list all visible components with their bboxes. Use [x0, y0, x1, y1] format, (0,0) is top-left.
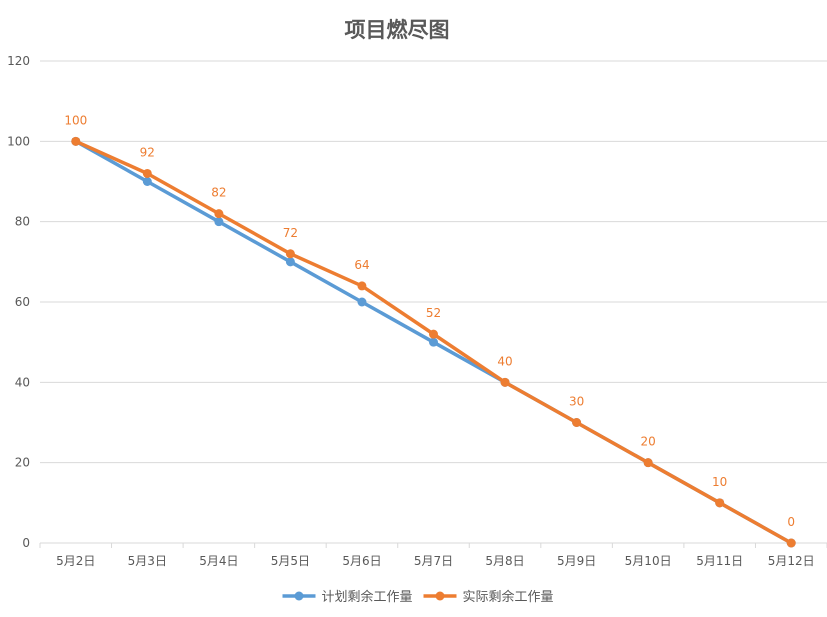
data-label: 100 [64, 113, 87, 127]
x-tick-label: 5月10日 [625, 554, 672, 568]
data-point [643, 458, 653, 468]
legend-item-2: 实际剩余工作量 [423, 589, 554, 605]
data-point [142, 168, 152, 178]
gridlines [40, 60, 827, 544]
x-tick-label: 5月8日 [485, 554, 524, 568]
x-tick-label: 5月4日 [199, 554, 238, 568]
data-label: 0 [787, 515, 795, 529]
data-point [786, 538, 796, 548]
legend-swatch-marker [435, 591, 445, 601]
series-2 [71, 136, 796, 548]
legend-label: 实际剩余工作量 [463, 589, 554, 605]
data-point [285, 249, 295, 259]
legend-label: 计划剩余工作量 [322, 589, 413, 605]
data-point [500, 377, 510, 387]
data-point [214, 217, 224, 227]
data-point [429, 337, 438, 347]
data-label: 64 [354, 258, 369, 272]
series-layer [71, 136, 796, 548]
data-label: 72 [283, 226, 298, 240]
x-tick-label: 5月11日 [696, 554, 743, 568]
data-point [715, 498, 725, 508]
data-label: 20 [640, 435, 655, 449]
data-point [142, 177, 152, 186]
x-tick-label: 5月3日 [128, 554, 167, 568]
legend: 计划剩余工作量 实际剩余工作量 [282, 589, 554, 605]
y-tick-label: 80 [15, 215, 30, 229]
legend-swatch-marker [294, 591, 304, 601]
x-tick-label: 5月6日 [342, 554, 381, 568]
x-tick-label: 5月7日 [414, 554, 453, 568]
y-tick-label: 0 [22, 536, 30, 550]
data-point [71, 136, 81, 146]
y-tick-label: 40 [15, 375, 30, 389]
x-tick-label: 5月12日 [768, 554, 815, 568]
data-point [429, 329, 438, 339]
y-tick-label: 100 [7, 134, 30, 148]
data-point [572, 418, 582, 427]
legend-item-1: 计划剩余工作量 [282, 589, 413, 605]
data-point [285, 257, 295, 267]
data-label: 92 [140, 145, 155, 159]
y-tick-label: 60 [15, 295, 30, 309]
x-tick-label: 5月2日 [56, 554, 95, 568]
data-point [357, 297, 367, 307]
data-label: 30 [569, 395, 584, 409]
x-tick-label: 5月9日 [557, 554, 596, 568]
data-point [214, 209, 224, 219]
data-label: 52 [426, 306, 441, 320]
data-label: 82 [211, 186, 226, 200]
data-label: 10 [712, 475, 727, 489]
data-point [357, 281, 367, 291]
chart-title: 项目燃尽图 [345, 17, 450, 42]
data-label: 40 [497, 354, 512, 368]
y-tick-label: 120 [7, 54, 30, 68]
y-tick-label: 20 [15, 456, 30, 470]
x-tick-label: 5月5日 [271, 554, 310, 568]
